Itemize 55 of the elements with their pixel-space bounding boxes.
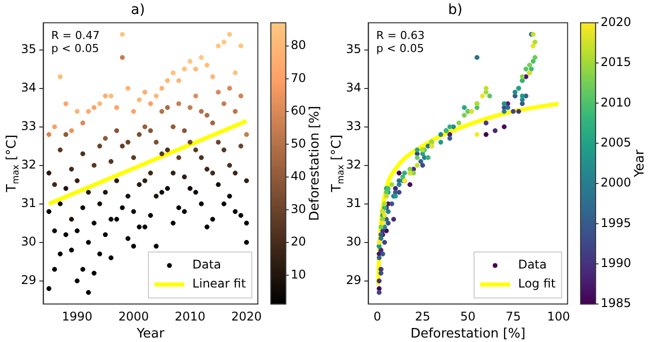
color-bar-title: Deforestation [%] — [307, 106, 322, 221]
color-bar-label: 60 — [290, 104, 306, 118]
legend-label: Linear fit — [192, 276, 246, 291]
y-axis-title: Tmax [°C] — [4, 134, 22, 194]
annotation: R = 0.63 — [376, 29, 425, 42]
color-bar-label: 1985 — [600, 296, 632, 310]
x-tick-label: 75 — [506, 309, 521, 324]
color-bar-label: 20 — [290, 234, 306, 249]
x-axis-title: Year — [136, 326, 165, 342]
y-tick-label: 34 — [20, 80, 36, 94]
y-tick-label: 29 — [20, 273, 36, 288]
y-tick-label: 32 — [20, 157, 36, 172]
y-tick-label: 32 — [346, 157, 362, 172]
legend-label: Data — [192, 258, 222, 272]
x-tick-label: 50 — [460, 309, 476, 324]
y-tick-label: 34 — [346, 80, 362, 94]
color-bar-label: 2020 — [600, 14, 632, 29]
color-bar-label: 10 — [290, 267, 306, 282]
color-bar-label: 1995 — [600, 216, 632, 230]
color-bar-label: 1990 — [600, 256, 632, 270]
x-axis-title: Deforestation [%] — [410, 326, 526, 342]
y-tick-label: 31 — [346, 196, 362, 210]
color-bar-label: 30 — [290, 202, 306, 216]
y-tick-label: 29 — [346, 273, 362, 288]
chart-title: b) — [448, 2, 462, 18]
y-tick-label: 33 — [346, 118, 362, 133]
legend-label: Data — [518, 258, 547, 272]
color-bar-label: 80 — [290, 38, 306, 52]
annotation: p < 0.05 — [376, 42, 424, 56]
color-bar-title: Year — [632, 148, 648, 178]
chart-title: a) — [130, 2, 145, 18]
y-tick-label: 35 — [346, 42, 362, 56]
x-tick-label: 0 — [374, 309, 382, 324]
x-tick-label: 25 — [414, 309, 430, 324]
y-tick-label: 35 — [20, 42, 36, 56]
x-tick-label: 2020 — [231, 309, 262, 324]
y-tick-label: 31 — [20, 196, 36, 210]
color-bar-label: 2005 — [600, 135, 632, 150]
x-tick-label: 2000 — [118, 309, 149, 324]
color-bar-label: 70 — [290, 70, 306, 85]
y-tick-label: 30 — [346, 234, 362, 248]
color-bar-label: 40 — [290, 169, 306, 184]
y-tick-label: 30 — [20, 234, 36, 248]
x-tick-label: 1990 — [62, 309, 92, 324]
color-bar-label: 50 — [290, 136, 306, 150]
legend-label: Log fit — [518, 276, 556, 291]
annotation: R = 0.47 — [51, 29, 100, 42]
x-tick-label: 2010 — [174, 309, 206, 324]
color-bar-label: 2010 — [600, 95, 632, 110]
color-bar-label: 2000 — [600, 176, 632, 190]
y-tick-label: 33 — [20, 118, 36, 133]
annotation: p < 0.05 — [51, 42, 99, 56]
y-axis-title: Tmax [°C] — [329, 134, 346, 194]
x-tick-label: 100 — [547, 309, 570, 324]
color-bar-label: 2015 — [600, 55, 632, 70]
